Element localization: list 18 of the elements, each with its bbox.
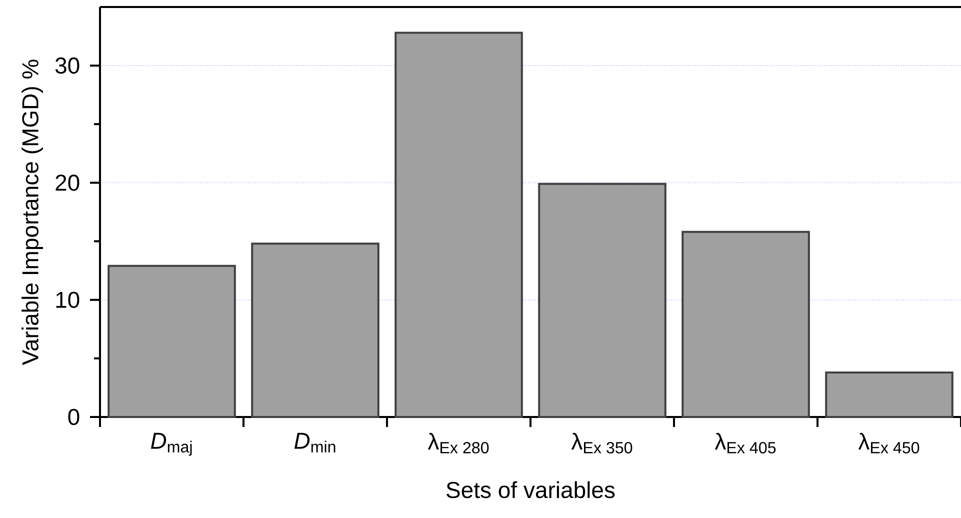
y-axis-title: Variable Importance (MGD) % (22, 60, 44, 366)
y-tick-label: 30 (55, 57, 80, 74)
x-tick-label: λ$_{Ex 280}$ (428, 432, 489, 454)
y-tick-label: 0 (68, 408, 80, 426)
bar (108, 264, 236, 418)
x-tick-label: D$_{maj}$ (150, 432, 192, 456)
x-tick-label: λ$_{Ex 350}$ (571, 432, 632, 454)
y-tick-label: 10 (56, 292, 80, 308)
x-axis-title: Sets of variables (446, 481, 615, 498)
bar (825, 371, 954, 418)
x-tick-label: λ$_{Ex 405}$ (714, 432, 776, 454)
x-tick-label: D$_{min}$ (294, 432, 336, 452)
bar (682, 230, 810, 418)
bar (251, 242, 380, 418)
bar (538, 182, 666, 418)
y-tick-label: 20 (56, 174, 80, 191)
x-tick-label: λ$_{Ex 450}$ (858, 432, 920, 454)
bar (394, 32, 523, 418)
